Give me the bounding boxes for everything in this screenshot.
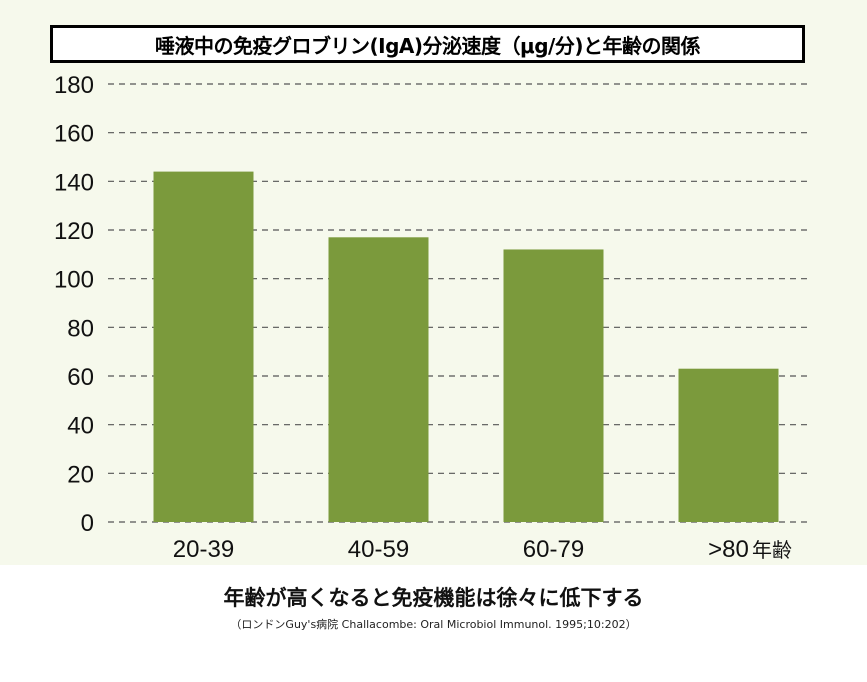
y-tick-label: 160 [54,121,94,148]
y-tick-label: 140 [54,169,94,196]
chart-panel: 0 20 40 60 80 100 120 140 160 180 20-39 40-59 60-79… [0,0,867,565]
y-tick-label: 60 [67,364,94,391]
y-tick-label: 20 [67,461,94,488]
y-axis-ticks: 0 20 40 60 80 100 120 140 160 180 [54,72,94,537]
bar [678,368,779,522]
bars [153,171,779,523]
x-tick-label: 40-59 [348,536,409,563]
bar-chart: 0 20 40 60 80 100 120 140 160 180 20-39 40-59 60-79… [0,0,867,565]
bar [328,237,429,523]
caption: 年齢が高くなると免疫機能は徐々に低下する [223,586,644,610]
y-tick-label: 180 [54,72,94,99]
y-tick-label: 100 [54,267,94,294]
x-tick-label: 20-39 [173,536,234,563]
x-axis-ticks: 20-39 40-59 60-79 >80 [173,536,749,563]
x-tick-label: >80 [708,536,749,563]
source-citation: （ロンドンGuy's病院 Challacombe: Oral Microbiol… [230,618,637,631]
y-tick-label: 0 [81,510,94,537]
bar [153,171,254,522]
x-axis-unit-label: 年齢 [752,538,792,562]
y-tick-label: 40 [67,413,94,440]
y-tick-label: 80 [67,315,94,342]
y-tick-label: 120 [54,218,94,245]
chart-title-box: 唾液中の免疫グロブリン(IgA)分泌速度（μg/分)と年齢の関係 [50,25,805,63]
chart-title: 唾液中の免疫グロブリン(IgA)分泌速度（μg/分)と年齢の関係 [155,33,701,58]
bar [503,249,604,522]
x-tick-label: 60-79 [523,536,584,563]
